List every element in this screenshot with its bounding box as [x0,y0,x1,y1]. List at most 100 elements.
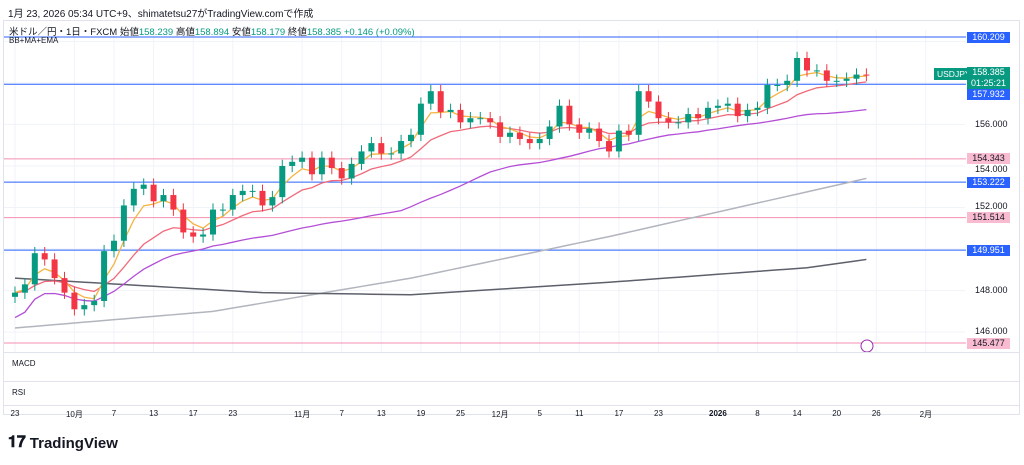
last-price: 158.385 [972,67,1005,77]
tradingview-logo: 𝟏𝟕 TradingView [8,434,118,452]
rsi-pane[interactable]: RSI [4,381,1019,409]
time-tick: 10月 [65,410,83,419]
candle-body [813,70,820,72]
time-tick: 12月 [491,410,509,419]
candle-body [853,74,860,79]
time-tick: 5 [537,409,542,418]
close-value: 158.385 [306,27,342,38]
candle-body [51,259,58,279]
candle-body [309,157,315,175]
candle-body [170,195,177,210]
ohlc-legend: 米ドル／円・1日・FXCM 始値158.239 高値158.894 安値158.… [9,24,415,38]
time-tick: 7 [111,409,117,418]
close-label: 終値 [287,27,307,38]
candle-body [536,138,543,144]
candle-body [259,190,266,206]
candle-body [180,209,187,233]
time-tick: 23 [654,409,663,418]
candle-body [606,141,612,152]
level-price-label: 154.343 [967,153,1010,165]
indicator-label[interactable]: BB+MA+EMA [9,36,59,45]
low-value: 158.179 [250,27,286,38]
candle-body [685,114,692,123]
candle-body [526,138,533,144]
candle-body [190,232,197,237]
level-price-label: 145.477 [967,337,1010,349]
candle-body [21,284,28,293]
candle-body [338,168,345,179]
time-tick: 20 [832,409,842,418]
candle-body [111,240,117,252]
time-tick: 2026 [708,409,727,418]
candle-body [120,205,127,241]
open-label: 始値 [119,27,139,38]
candle-body [714,105,721,108]
candle-body [358,151,365,164]
time-tick: 17 [188,409,198,418]
candle-body [744,109,751,117]
candle-body [645,91,652,102]
candle-body [625,130,632,135]
tv-logo-icon: 𝟏𝟕 [8,434,26,451]
lightning-icon [860,339,874,353]
time-tick: 13 [149,409,159,418]
candle-body [61,278,68,293]
candle-body [150,184,157,202]
candle-body [764,84,771,108]
open-value: 158.239 [138,27,174,38]
candle-body [417,103,424,135]
candle-body [160,195,167,202]
time-tick: 11月 [293,410,311,419]
candle-body [318,157,325,175]
ma-purple-line [14,108,867,319]
candle-body [596,128,603,142]
candle-body [348,163,355,179]
candle-body [794,57,801,81]
candle-body [635,91,642,135]
candle-body [81,305,88,310]
candle-body [328,157,335,169]
sma-light-line [14,177,867,329]
candle-body [487,118,494,123]
candle-body [12,292,18,297]
level-price-label: 160.209 [967,31,1010,43]
sma-dark-line [14,258,867,296]
time-tick: 17 [614,409,624,418]
candle-body [754,107,761,110]
level-price-label: 149.951 [967,244,1010,256]
candle-body [31,253,38,285]
candle-body [71,292,78,310]
time-tick: 11 [575,409,584,418]
time-tick: 2月 [919,410,933,419]
candle-body [437,91,444,112]
candle-body [378,143,385,154]
macd-pane[interactable]: MACD [4,352,1019,385]
symbol[interactable]: 米ドル／円・1日・FXCM [9,27,118,38]
bar-countdown: 01:25:21 [970,78,1007,88]
candle-body [398,141,405,154]
time-tick: 14 [792,409,802,418]
candle-body [546,126,553,139]
time-axis-divider [4,405,1019,406]
level-price-label: 153.222 [967,176,1010,188]
time-tick: 8 [755,409,760,418]
ema-red-line [14,81,867,294]
candle-body [269,197,276,206]
candle-body [219,209,226,211]
low-label: 安値 [231,27,251,38]
candle-body [368,143,375,152]
candle-body [457,109,464,123]
last-price-badge: 158.385 01:25:21 [967,67,1010,89]
candle-body [566,105,573,125]
chart-caption: 1月 23, 2026 05:34 UTC+9、shimatetsu27がTra… [8,9,314,20]
symbol-badge: USDJPY [934,68,974,80]
time-tick: 7 [339,409,344,418]
candle-body [655,101,662,119]
candle-body [784,80,791,85]
time-tick: 23 [228,409,238,418]
price-tick: 148.000 [975,285,1008,296]
candle-body [586,128,593,133]
candle-body [467,118,474,123]
candle-body [229,195,236,210]
